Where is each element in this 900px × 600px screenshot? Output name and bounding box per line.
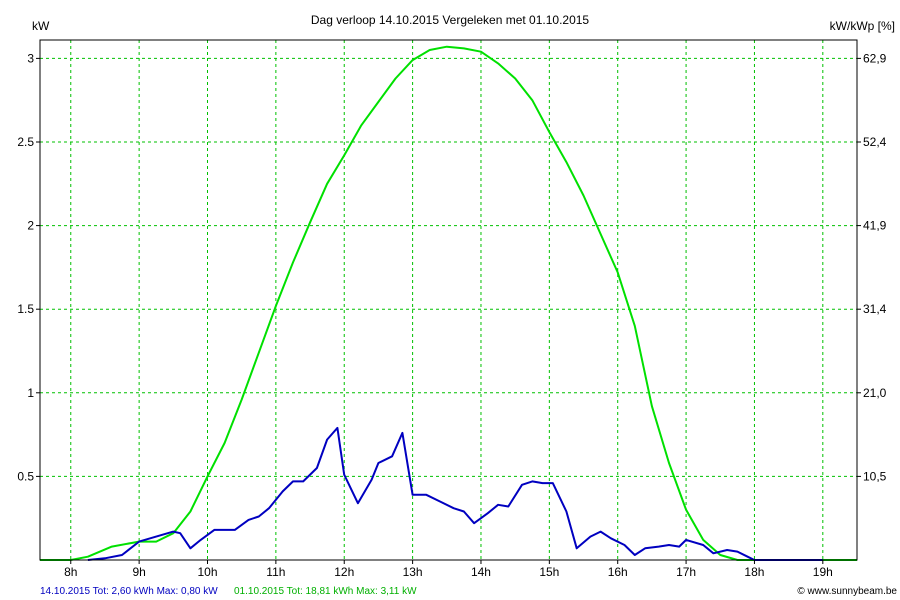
footer-watermark: © www.sunnybeam.be	[797, 586, 897, 597]
x-tick-label: 16h	[608, 565, 628, 579]
x-tick-label: 19h	[813, 565, 833, 579]
series-line-01.10.2015	[40, 45, 857, 561]
x-tick-label: 12h	[334, 565, 354, 579]
x-tick-label: 9h	[132, 565, 145, 579]
x-tick-label: 8h	[64, 565, 77, 579]
series-lines	[40, 45, 857, 561]
y-tick-label-right: 31,4	[863, 302, 887, 316]
y-tick-label-left: 0.5	[17, 469, 34, 483]
y-tick-label-left: 1.5	[17, 302, 34, 316]
y-tick-label-right: 10,5	[863, 469, 887, 483]
y-tick-label-left: 2	[27, 219, 34, 233]
y-tick-label-right: 41,9	[863, 219, 887, 233]
x-tick-label: 11h	[266, 565, 285, 579]
x-tick-label: 15h	[539, 565, 559, 579]
tick-labels: 8h 9h 10h 11h 12h 13h 14h 15h 16h 17h 18h 19h 0.5 10,…	[17, 51, 886, 579]
y-tick-label-left: 2.5	[17, 135, 34, 149]
y-tick-label-left: 3	[27, 51, 34, 65]
x-tick-label: 10h	[197, 565, 217, 579]
y-tick-label-right: 62,9	[863, 51, 887, 65]
series-line-14.10.2015	[87, 426, 823, 561]
left-axis-unit: kW	[32, 19, 50, 33]
plot-frame	[39, 39, 858, 561]
y-tick-label-right: 52,4	[863, 135, 887, 149]
y-tick-label-right: 21,0	[863, 386, 887, 400]
footer-series-1-summary: 14.10.2015 Tot: 2,60 kWh Max: 0,80 kW	[40, 586, 218, 597]
x-tick-label: 13h	[403, 565, 423, 579]
chart-title: Dag verloop 14.10.2015 Vergeleken met 01…	[311, 13, 590, 27]
right-axis-unit: kW/kWp [%]	[830, 19, 895, 33]
grid	[40, 40, 857, 560]
x-tick-label: 17h	[676, 565, 696, 579]
x-tick-label: 14h	[471, 565, 491, 579]
y-tick-label-left: 1	[27, 386, 34, 400]
footer-series-2-summary: 01.10.2015 Tot: 18,81 kWh Max: 3,11 kW	[234, 586, 417, 597]
x-tick-label: 18h	[744, 565, 764, 579]
